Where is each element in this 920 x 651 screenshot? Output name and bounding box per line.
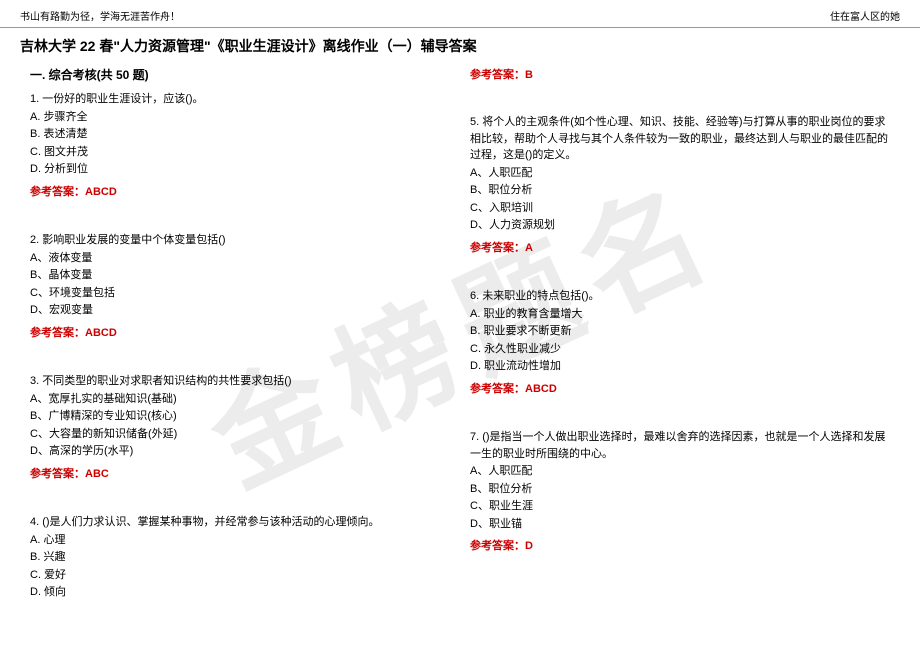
answer: 参考答案：A (470, 240, 890, 257)
option: D、职业锚 (470, 516, 890, 533)
question-3: 3. 不同类型的职业对求职者知识结构的共性要求包括() A、宽厚扎实的基础知识(… (30, 373, 450, 482)
option: C、入职培训 (470, 200, 890, 217)
option: A、人职匹配 (470, 463, 890, 480)
content-area: 一. 综合考核(共 50 题) 1. 一份好的职业生涯设计，应该()。 A. 步… (0, 62, 920, 637)
option: B. 兴趣 (30, 549, 450, 566)
option: C、大容量的新知识储备(外延) (30, 426, 450, 443)
option: A、人职匹配 (470, 165, 890, 182)
right-column: 参考答案：B 5. 将个人的主观条件(如个性心理、知识、技能、经验等)与打算从事… (460, 62, 900, 637)
question-7: 7. ()是指当一个人做出职业选择时，最难以舍弃的选择因素，也就是一个人选择和发… (470, 429, 890, 555)
answer: 参考答案：D (470, 538, 890, 555)
option: C、职业生涯 (470, 498, 890, 515)
question-4: 4. ()是人们力求认识、掌握某种事物，并经常参与该种活动的心理倾向。 A. 心… (30, 514, 450, 601)
option: B、职位分析 (470, 182, 890, 199)
option: C. 图文并茂 (30, 144, 450, 161)
answer: 参考答案：ABC (30, 466, 450, 483)
question-text: 1. 一份好的职业生涯设计，应该()。 (30, 91, 450, 108)
question-5: 5. 将个人的主观条件(如个性心理、知识、技能、经验等)与打算从事的职业岗位的要… (470, 114, 890, 256)
option: D. 职业流动性增加 (470, 358, 890, 375)
option: B、晶体变量 (30, 267, 450, 284)
section-title: 一. 综合考核(共 50 题) (30, 66, 450, 83)
answer: 参考答案：ABCD (30, 184, 450, 201)
question-text: 7. ()是指当一个人做出职业选择时，最难以舍弃的选择因素，也就是一个人选择和发… (470, 429, 890, 462)
question-text: 3. 不同类型的职业对求职者知识结构的共性要求包括() (30, 373, 450, 390)
option: A、液体变量 (30, 250, 450, 267)
option: C. 永久性职业减少 (470, 341, 890, 358)
option: B. 职业要求不断更新 (470, 323, 890, 340)
option: D、宏观变量 (30, 302, 450, 319)
question-text: 5. 将个人的主观条件(如个性心理、知识、技能、经验等)与打算从事的职业岗位的要… (470, 114, 890, 164)
option: C、环境变量包括 (30, 285, 450, 302)
option: B. 表述清楚 (30, 126, 450, 143)
header-right: 住在富人区的她 (830, 8, 900, 23)
question-text: 2. 影响职业发展的变量中个体变量包括() (30, 232, 450, 249)
answer: 参考答案：ABCD (30, 325, 450, 342)
page-title: 吉林大学 22 春"人力资源管理"《职业生涯设计》离线作业（一）辅导答案 (0, 28, 920, 62)
header-left: 书山有路勤为径，学海无涯苦作舟！ (20, 8, 180, 23)
option: D、人力资源规划 (470, 217, 890, 234)
option: B、广博精深的专业知识(核心) (30, 408, 450, 425)
option: C. 爱好 (30, 567, 450, 584)
option: B、职位分析 (470, 481, 890, 498)
question-2: 2. 影响职业发展的变量中个体变量包括() A、液体变量 B、晶体变量 C、环境… (30, 232, 450, 341)
option: A、宽厚扎实的基础知识(基础) (30, 391, 450, 408)
option: A. 职业的教育含量增大 (470, 306, 890, 323)
option: A. 步骤齐全 (30, 109, 450, 126)
left-column: 一. 综合考核(共 50 题) 1. 一份好的职业生涯设计，应该()。 A. 步… (20, 62, 460, 637)
question-6: 6. 未来职业的特点包括()。 A. 职业的教育含量增大 B. 职业要求不断更新… (470, 288, 890, 397)
page-header: 书山有路勤为径，学海无涯苦作舟！ 住在富人区的她 (0, 0, 920, 28)
option: A. 心理 (30, 532, 450, 549)
option: D. 分析到位 (30, 161, 450, 178)
question-text: 6. 未来职业的特点包括()。 (470, 288, 890, 305)
answer: 参考答案：ABCD (470, 381, 890, 398)
answer-top: 参考答案：B (470, 66, 890, 82)
option: D. 倾向 (30, 584, 450, 601)
option: D、高深的学历(水平) (30, 443, 450, 460)
question-1: 1. 一份好的职业生涯设计，应该()。 A. 步骤齐全 B. 表述清楚 C. 图… (30, 91, 450, 200)
question-text: 4. ()是人们力求认识、掌握某种事物，并经常参与该种活动的心理倾向。 (30, 514, 450, 531)
